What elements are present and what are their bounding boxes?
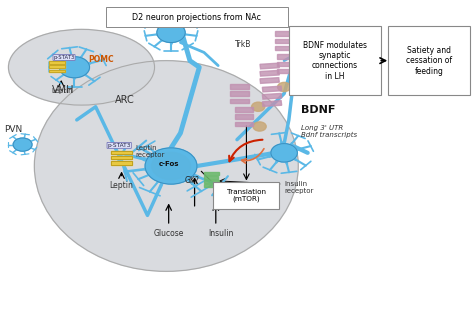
Circle shape — [59, 57, 90, 78]
Bar — [262, 101, 282, 107]
Bar — [111, 161, 132, 165]
Text: Insulin: Insulin — [208, 228, 233, 238]
Bar — [230, 91, 249, 96]
Circle shape — [277, 82, 291, 92]
Bar — [262, 93, 282, 99]
Bar — [277, 69, 296, 73]
Circle shape — [252, 102, 265, 111]
Bar — [203, 180, 219, 183]
Bar — [204, 176, 218, 179]
FancyBboxPatch shape — [388, 26, 470, 95]
Ellipse shape — [9, 29, 155, 105]
Text: Leptin: Leptin — [52, 88, 73, 94]
Bar — [48, 61, 65, 64]
FancyArrowPatch shape — [242, 149, 264, 163]
Text: p-STAT3: p-STAT3 — [54, 55, 75, 60]
Bar — [260, 70, 279, 76]
Bar — [230, 99, 249, 103]
Circle shape — [152, 152, 191, 180]
Text: POMC: POMC — [89, 54, 114, 63]
Text: BDNF: BDNF — [301, 105, 335, 115]
Bar — [260, 78, 279, 83]
Bar — [260, 63, 279, 69]
Bar — [203, 172, 219, 175]
Bar — [48, 65, 65, 68]
Bar — [262, 86, 282, 92]
FancyBboxPatch shape — [213, 182, 279, 209]
Circle shape — [271, 144, 297, 162]
Text: p-STAT3: p-STAT3 — [108, 143, 131, 148]
Bar — [111, 161, 132, 165]
Bar — [275, 31, 293, 36]
Text: VMH: VMH — [52, 85, 75, 95]
Text: Leptin
receptor: Leptin receptor — [136, 145, 165, 158]
Text: c-Fos: c-Fos — [158, 161, 179, 167]
Bar — [275, 39, 293, 43]
Bar — [230, 84, 249, 89]
Bar — [111, 151, 132, 154]
FancyArrowPatch shape — [229, 140, 263, 161]
Bar — [48, 69, 65, 72]
Bar — [48, 61, 65, 64]
Bar — [111, 156, 132, 159]
Bar — [204, 185, 218, 187]
Text: TrkB: TrkB — [235, 40, 251, 49]
FancyBboxPatch shape — [106, 7, 288, 27]
Circle shape — [145, 148, 197, 184]
Text: GK?: GK? — [185, 176, 200, 185]
FancyBboxPatch shape — [289, 26, 381, 95]
Circle shape — [253, 122, 266, 131]
Bar — [111, 151, 132, 154]
Bar — [48, 65, 65, 68]
Text: Insulin
receptor: Insulin receptor — [284, 181, 313, 194]
Text: Translation
(mTOR): Translation (mTOR) — [227, 189, 266, 202]
Text: Satiety and
cessation of
feeding: Satiety and cessation of feeding — [406, 46, 452, 76]
Text: PVN: PVN — [4, 125, 22, 134]
Bar — [277, 54, 296, 59]
Ellipse shape — [35, 61, 298, 271]
Circle shape — [13, 138, 32, 151]
Text: Leptin: Leptin — [109, 181, 134, 190]
Circle shape — [157, 23, 185, 42]
Bar — [235, 107, 254, 112]
Bar — [235, 114, 254, 119]
Text: D2 neuron projections from NAc: D2 neuron projections from NAc — [132, 13, 262, 22]
Text: BDNF modulates
synaptic
connections
in LH: BDNF modulates synaptic connections in L… — [303, 41, 367, 81]
Bar — [111, 156, 132, 159]
Text: Long 3' UTR
Bdnf transcripts: Long 3' UTR Bdnf transcripts — [301, 125, 357, 138]
Bar — [277, 62, 296, 66]
Bar — [235, 122, 254, 126]
Text: Glucose: Glucose — [154, 228, 184, 238]
Bar — [275, 46, 293, 50]
Bar — [48, 69, 65, 72]
Text: ARC: ARC — [115, 95, 134, 105]
